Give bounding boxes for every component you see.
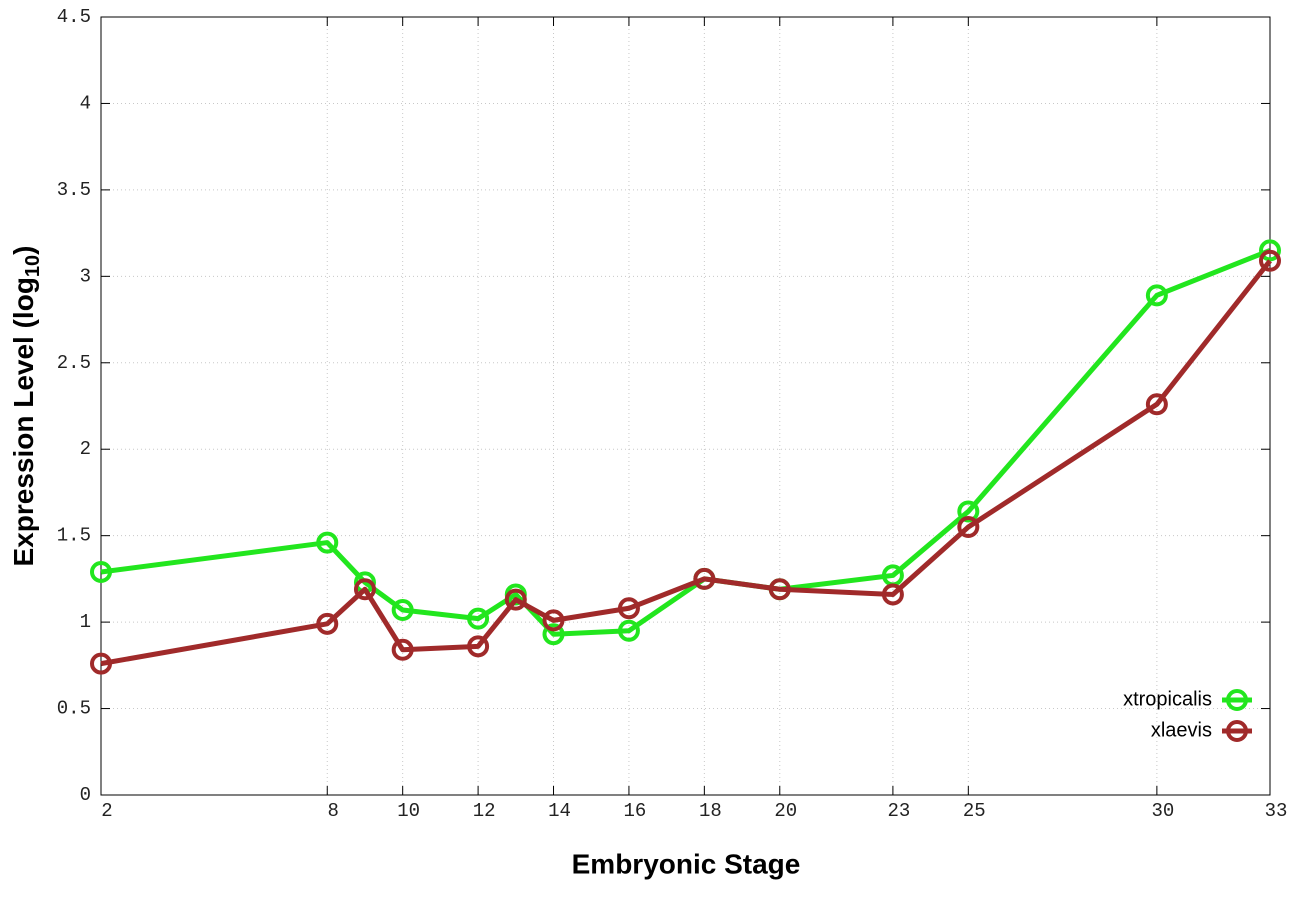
data-point	[90, 560, 112, 583]
data-point	[1259, 239, 1281, 262]
data-point	[1145, 284, 1168, 307]
x-tick-label: 20	[774, 800, 797, 822]
data-point	[957, 516, 980, 539]
data-point	[542, 609, 565, 632]
data-point	[353, 578, 376, 601]
x-tick-label: 25	[963, 800, 986, 822]
x-tick-label: 16	[624, 800, 647, 822]
legend-swatch-marker	[1226, 689, 1248, 711]
x-tick-label: 10	[397, 800, 420, 822]
y-tick-label: 3	[80, 265, 91, 287]
x-tick-label: 14	[548, 800, 571, 822]
data-point	[391, 638, 414, 661]
data-point	[316, 612, 339, 635]
data-point	[504, 588, 527, 611]
y-tick-label: 4	[80, 92, 91, 114]
data-point	[617, 597, 640, 620]
data-point	[957, 500, 980, 523]
x-tick-label: 8	[328, 800, 339, 822]
x-tick-label: 33	[1265, 800, 1288, 822]
y-tick-label: 1.5	[57, 525, 91, 547]
x-tick-label: 23	[887, 800, 910, 822]
data-point	[881, 583, 904, 606]
y-tick-label: 2	[80, 438, 91, 460]
y-tick-label: 4.5	[57, 6, 91, 28]
data-point	[467, 607, 490, 630]
legend-swatch-marker	[1226, 720, 1248, 742]
data-point	[391, 599, 414, 622]
data-point	[90, 652, 112, 675]
legend-label: xtropicalis	[1123, 688, 1212, 710]
data-point	[1145, 393, 1168, 416]
y-tick-label: 1	[80, 611, 91, 633]
data-point	[693, 567, 716, 590]
y-axis-title-main: Expression Level (log	[8, 277, 39, 566]
y-axis-title: Expression Level (log10)	[8, 246, 44, 567]
data-point	[768, 578, 791, 601]
series-line	[100, 259, 1272, 667]
y-axis-title-sub: 10	[22, 255, 44, 277]
x-tick-label: 18	[699, 800, 722, 822]
y-tick-label: 3.5	[57, 179, 91, 201]
x-tick-label: 12	[473, 800, 496, 822]
data-point	[617, 619, 640, 642]
data-point	[467, 635, 490, 658]
x-tick-label: 2	[101, 800, 112, 822]
data-point	[316, 531, 339, 554]
data-point	[1259, 249, 1281, 272]
legend-label: xlaevis	[1151, 719, 1212, 741]
x-axis-title: Embryonic Stage	[572, 848, 801, 879]
x-tick-label: 30	[1151, 800, 1174, 822]
y-tick-label: 0.5	[57, 698, 91, 720]
data-point	[542, 623, 565, 646]
y-axis-title-end: )	[8, 246, 39, 255]
plot-frame	[100, 16, 1271, 796]
y-tick-label: 0	[80, 784, 91, 806]
y-tick-label: 2.5	[57, 352, 91, 374]
